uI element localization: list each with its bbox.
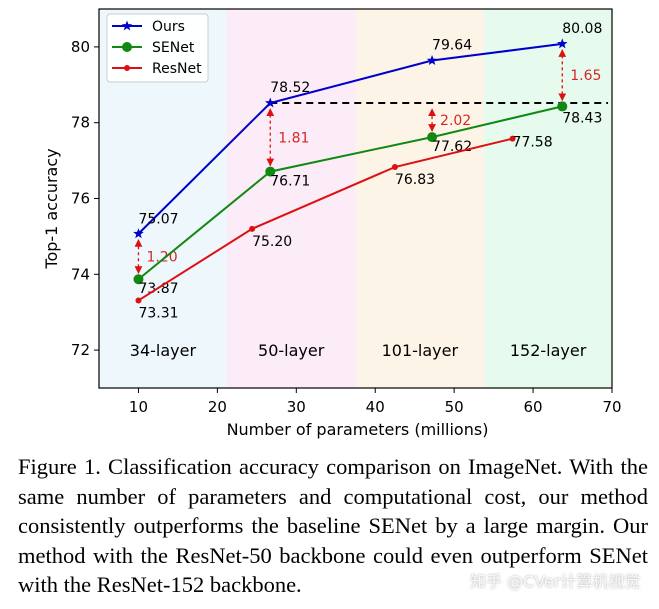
region-label-2: 50-layer xyxy=(258,341,325,360)
senet-value-label: 78.43 xyxy=(562,110,602,126)
region-label-1: 34-layer xyxy=(130,341,197,360)
legend-box xyxy=(106,13,209,83)
y-tick-label: 78 xyxy=(71,114,90,132)
ours-point xyxy=(426,55,438,65)
ours-value-label: 78.52 xyxy=(270,80,310,96)
legend-marker-ours xyxy=(121,20,133,31)
figure-caption: Figure 1. Classification accuracy compar… xyxy=(18,454,648,597)
legend-marker-resnet xyxy=(124,65,130,71)
region-band-3 xyxy=(355,9,485,388)
watermark: 知乎 @CVer计算机视觉 xyxy=(470,572,641,591)
y-axis-title: Top-1 accuracy xyxy=(42,148,61,269)
x-tick-label: 70 xyxy=(602,398,621,416)
resnet-series-line xyxy=(137,137,513,302)
region-band-2 xyxy=(226,9,356,388)
region-band-4 xyxy=(484,9,612,388)
ours-value-label: 80.08 xyxy=(562,21,602,37)
legend-label-resnet: ResNet xyxy=(152,61,202,77)
gap-label-4: 1.65 xyxy=(570,68,601,84)
legend: Ours SENet ResNet xyxy=(106,13,209,83)
resnet-value-label: 73.31 xyxy=(138,305,178,321)
x-tick-label: 40 xyxy=(366,398,385,416)
senet-value-label: 76.71 xyxy=(270,174,310,190)
resnet-point xyxy=(391,164,398,171)
gap-label-3: 2.02 xyxy=(440,113,471,129)
senet-point xyxy=(133,274,144,285)
ours-value-label: 79.64 xyxy=(432,38,472,54)
region-label-4: 152-layer xyxy=(510,341,587,360)
y-tick-label: 80 xyxy=(71,38,90,56)
x-tick-label: 50 xyxy=(445,398,464,416)
ours-series-line xyxy=(137,42,563,235)
senet-point xyxy=(427,132,438,143)
y-tick-label: 74 xyxy=(71,265,90,283)
legend-marker-senet xyxy=(122,42,132,52)
y-tick-label: 76 xyxy=(71,190,90,208)
resnet-point xyxy=(509,135,516,142)
senet-value-label: 73.87 xyxy=(138,281,178,297)
resnet-value-label: 76.83 xyxy=(395,172,435,188)
region-label-3: 101-layer xyxy=(382,341,459,360)
ours-value-label: 75.07 xyxy=(138,212,178,228)
x-tick-label: 10 xyxy=(129,398,148,416)
senet-point xyxy=(557,101,568,112)
legend-label-senet: SENet xyxy=(152,40,195,56)
x-axis-title: Number of parameters (millions) xyxy=(227,420,489,439)
ours-point xyxy=(557,38,568,49)
senet-point xyxy=(265,166,276,177)
resnet-value-label: 77.58 xyxy=(513,135,553,151)
resnet-point xyxy=(249,225,256,232)
senet-series-line xyxy=(137,105,563,281)
x-tick-label: 60 xyxy=(524,398,543,416)
ours-point xyxy=(133,228,144,239)
gap-label-2: 1.81 xyxy=(278,130,309,146)
accuracy-chart: 34-layer 50-layer 101-layer 152-layer 10 20 30… xyxy=(42,8,622,439)
legend-label-ours: Ours xyxy=(152,19,185,35)
ours-point xyxy=(265,97,276,108)
y-tick-label: 72 xyxy=(71,341,90,359)
resnet-point xyxy=(135,297,142,304)
x-tick-label: 20 xyxy=(208,398,227,416)
resnet-value-label: 75.20 xyxy=(252,234,292,250)
x-tick-label: 30 xyxy=(287,398,306,416)
